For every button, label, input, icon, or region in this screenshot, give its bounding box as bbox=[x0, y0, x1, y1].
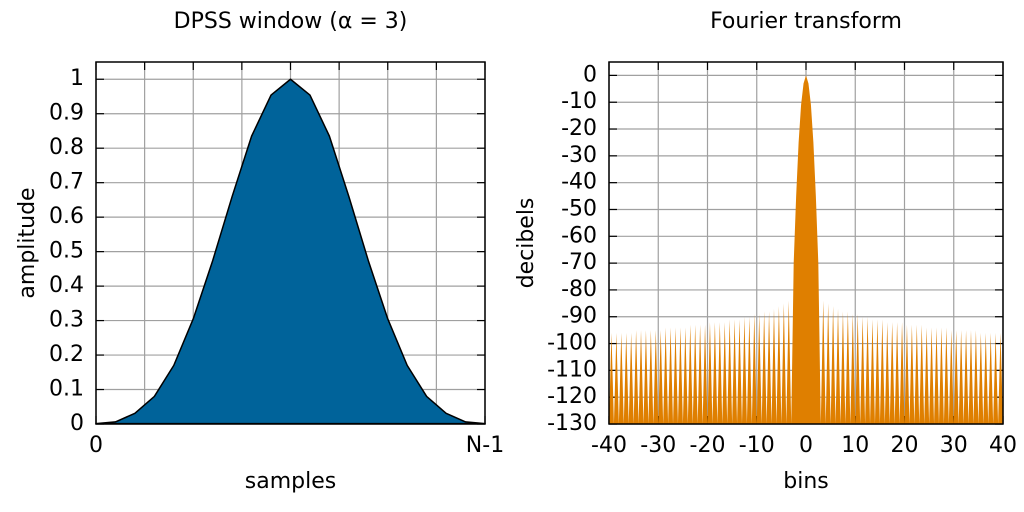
y-tick-label: -110 bbox=[547, 357, 597, 382]
x-tick-label: 30 bbox=[940, 433, 968, 458]
y-tick-label: 0.2 bbox=[49, 342, 84, 367]
y-tick-label: -10 bbox=[561, 89, 597, 114]
y-axis-label: amplitude bbox=[15, 187, 40, 298]
y-tick-label: -50 bbox=[561, 196, 597, 221]
plot-frame bbox=[608, 61, 1004, 425]
y-tick-label: 0.3 bbox=[49, 308, 84, 333]
y-tick-label: -40 bbox=[561, 170, 597, 195]
y-tick-label: 1 bbox=[70, 66, 84, 91]
x-tick-label: -40 bbox=[591, 433, 627, 458]
y-tick-label: 0 bbox=[70, 411, 84, 436]
y-tick-label: 0.4 bbox=[49, 273, 84, 298]
y-tick-label: 0.1 bbox=[49, 377, 84, 402]
x-tick-label: N-1 bbox=[466, 433, 504, 458]
area bbox=[609, 75, 1003, 424]
y-tick-label: 0.7 bbox=[49, 170, 84, 195]
y-tick-label: -80 bbox=[561, 277, 597, 302]
x-tick-label: 0 bbox=[799, 433, 813, 458]
x-tick-label: 40 bbox=[989, 433, 1017, 458]
x-tick-label: 10 bbox=[841, 433, 869, 458]
x-axis-label: samples bbox=[245, 469, 336, 494]
x-tick-label: -10 bbox=[739, 433, 775, 458]
y-tick-label: -130 bbox=[547, 411, 597, 436]
y-axis-label: decibels bbox=[514, 198, 539, 289]
y-tick-label: 0.5 bbox=[49, 239, 84, 264]
x-axis-label: bins bbox=[783, 469, 828, 494]
y-tick-label: -90 bbox=[561, 304, 597, 329]
y-tick-label: -100 bbox=[547, 331, 597, 356]
plot-frame bbox=[95, 61, 486, 425]
x-tick-label: -20 bbox=[690, 433, 726, 458]
x-tick-label: 0 bbox=[89, 433, 103, 458]
y-tick-label: -70 bbox=[561, 250, 597, 275]
x-tick-label: 20 bbox=[891, 433, 919, 458]
x-tick-label: -30 bbox=[640, 433, 676, 458]
area bbox=[95, 78, 486, 425]
chart-title: DPSS window (α = 3) bbox=[174, 9, 408, 34]
y-tick-label: -60 bbox=[561, 223, 597, 248]
y-tick-label: -120 bbox=[547, 384, 597, 409]
chart-title: Fourier transform bbox=[710, 9, 902, 34]
y-tick-label: 0.6 bbox=[49, 204, 84, 229]
y-tick-label: 0.8 bbox=[49, 135, 84, 160]
y-tick-label: 0 bbox=[583, 62, 597, 87]
y-tick-label: -20 bbox=[561, 116, 597, 141]
y-tick-label: -30 bbox=[561, 143, 597, 168]
y-tick-label: 0.9 bbox=[49, 101, 84, 126]
